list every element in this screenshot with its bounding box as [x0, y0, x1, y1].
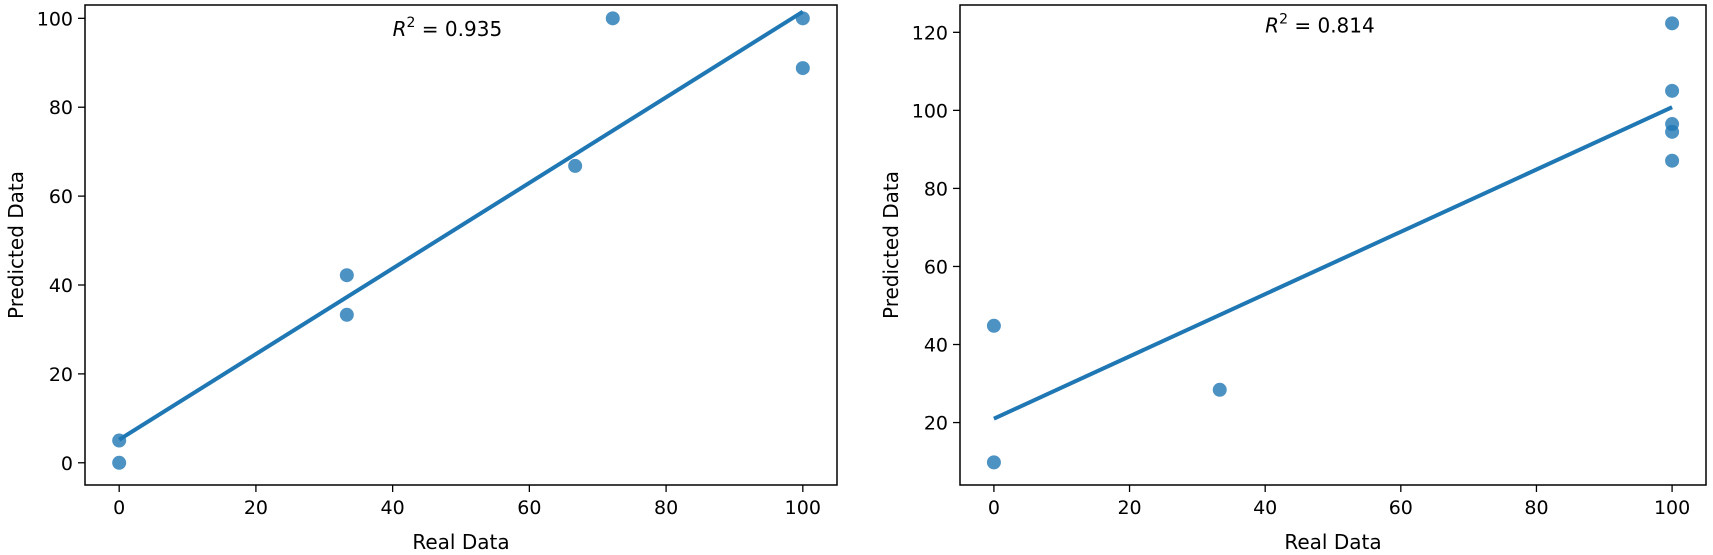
scatter-chart-left: 0 20 40 60 80 100 0 20 40 60 80 100 Real Data Predict…	[4, 4, 838, 554]
x-tick-label: 100	[1654, 497, 1690, 519]
data-point	[1665, 16, 1680, 31]
x-tick-label: 0	[113, 497, 125, 519]
y-tick-label: 100	[37, 8, 73, 30]
plot-frame	[959, 4, 1707, 486]
y-tick-label: 60	[924, 256, 948, 278]
x-tick-label: 60	[1389, 497, 1413, 519]
data-point	[795, 61, 810, 76]
data-point	[795, 11, 810, 26]
x-tick-label: 40	[381, 497, 405, 519]
r-squared-symbol: R	[1265, 13, 1279, 37]
x-tick-label: 20	[244, 497, 268, 519]
y-tick-label: 80	[924, 178, 948, 200]
y-tick-label: 20	[924, 413, 948, 435]
data-point	[1665, 153, 1680, 168]
data-point	[1665, 124, 1680, 139]
data-point	[1212, 382, 1227, 397]
r-squared-annotation: R2 = 0.814	[1265, 11, 1375, 37]
x-tick-label: 80	[1524, 497, 1548, 519]
regression-line	[118, 9, 804, 442]
data-point	[986, 455, 1001, 470]
x-tick-label: 100	[785, 497, 821, 519]
y-tick-label: 60	[49, 186, 73, 208]
data-point	[986, 318, 1001, 333]
x-tick-label: 20	[1117, 497, 1141, 519]
data-point	[568, 158, 583, 173]
r-squared-annotation: R2 = 0.935	[393, 15, 503, 41]
data-point	[339, 268, 354, 283]
x-tick-label: 80	[654, 497, 678, 519]
y-tick-label: 40	[924, 335, 948, 357]
data-point	[112, 433, 127, 448]
r-squared-exponent: 2	[1279, 11, 1288, 27]
data-point	[112, 455, 127, 470]
data-point	[1665, 83, 1680, 98]
y-axis-label: Predicted Data	[4, 171, 28, 319]
x-tick-label: 60	[517, 497, 541, 519]
x-axis-label: Real Data	[1284, 530, 1381, 554]
data-point	[605, 11, 620, 26]
r-squared-exponent: 2	[407, 15, 416, 31]
regression-line	[993, 105, 1673, 421]
y-tick-label: 0	[61, 453, 73, 475]
scatter-chart-right: 0 20 40 60 80 100 20 40 60 80 100 120 Real Data Predi…	[879, 4, 1707, 554]
r-squared-symbol: R	[393, 17, 407, 41]
r-squared-value: = 0.935	[415, 17, 502, 41]
y-tick-label: 100	[912, 100, 948, 122]
x-axis-label: Real Data	[412, 530, 509, 554]
y-tick-label: 120	[912, 22, 948, 44]
r-squared-value: = 0.814	[1288, 13, 1375, 37]
y-tick-label: 80	[49, 97, 73, 119]
y-tick-label: 40	[49, 275, 73, 297]
data-point	[339, 307, 354, 322]
y-axis-label: Predicted Data	[879, 171, 903, 319]
y-tick-label: 20	[49, 364, 73, 386]
x-tick-label: 0	[988, 497, 1000, 519]
plot-frame	[84, 4, 838, 486]
x-tick-label: 40	[1253, 497, 1277, 519]
